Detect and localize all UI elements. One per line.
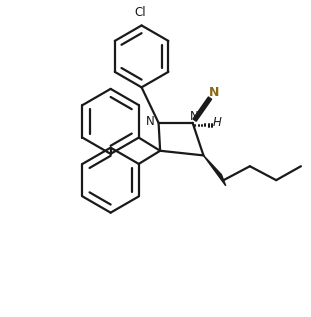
Text: N: N bbox=[146, 115, 154, 128]
Polygon shape bbox=[203, 155, 226, 186]
Text: N: N bbox=[190, 110, 198, 123]
Text: H: H bbox=[212, 116, 221, 129]
Text: N: N bbox=[209, 86, 219, 99]
Text: Cl: Cl bbox=[134, 6, 146, 19]
